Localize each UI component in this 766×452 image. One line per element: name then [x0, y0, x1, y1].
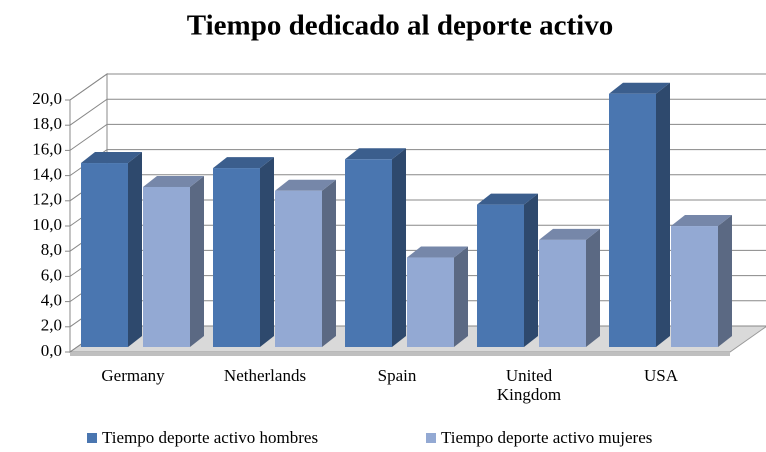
x-tick-label: USA — [643, 366, 679, 385]
grid-line — [69, 73, 766, 101]
bar-side — [454, 246, 468, 347]
bar-side — [190, 175, 204, 347]
y-tick-label: 18,0 — [32, 114, 62, 133]
bar-front — [539, 239, 586, 347]
legend-swatch — [87, 433, 97, 443]
y-tick-label: 8,0 — [41, 240, 62, 259]
grid-line — [69, 98, 766, 126]
chart-title: Tiempo dedicado al deporte activo — [187, 10, 613, 42]
bar-front — [407, 257, 454, 347]
bar — [275, 179, 336, 347]
y-tick-label: 10,0 — [32, 215, 62, 234]
bar-top — [275, 179, 336, 191]
x-tick-label: Netherlands — [223, 366, 307, 385]
bar — [609, 82, 670, 348]
bar-front — [671, 226, 718, 347]
bar — [143, 175, 204, 347]
bar-side — [656, 82, 670, 348]
bar-top — [477, 193, 538, 205]
bar — [477, 193, 538, 347]
bar-top — [407, 246, 468, 258]
x-tick-label: Germany — [101, 366, 165, 385]
bar-side — [524, 193, 538, 347]
bar-side — [260, 157, 274, 347]
y-tick-label: 14,0 — [32, 165, 62, 184]
bar — [345, 148, 406, 347]
bar — [407, 246, 468, 347]
bar-top — [345, 148, 406, 160]
bar — [213, 157, 274, 347]
bar-side — [392, 148, 406, 347]
legend-label: Tiempo deporte activo mujeres — [441, 428, 652, 447]
bar-front — [213, 168, 260, 347]
y-tick-label: 20,0 — [32, 89, 62, 108]
bar-front — [477, 204, 524, 347]
y-tick-label: 16,0 — [32, 139, 62, 158]
bar-top — [81, 152, 142, 164]
bar — [671, 215, 732, 347]
bar-side — [322, 179, 336, 347]
x-tick-label: Spain — [377, 366, 417, 385]
x-tick-label: United Kingdom — [496, 366, 562, 404]
bar-top — [143, 175, 204, 187]
y-tick-label: 2,0 — [41, 316, 62, 335]
bar — [81, 152, 142, 347]
bar-front — [609, 93, 656, 348]
bar-side — [128, 152, 142, 347]
bar-top — [213, 157, 274, 169]
legend-label: Tiempo deporte activo hombres — [102, 428, 318, 447]
legend-swatch — [426, 433, 436, 443]
bar-side — [586, 228, 600, 347]
floor-edge — [70, 352, 730, 356]
y-tick-label: 6,0 — [41, 265, 62, 284]
bar-top — [609, 82, 670, 94]
bar-front — [143, 186, 190, 347]
bar — [539, 228, 600, 347]
bar-side — [718, 215, 732, 347]
y-tick-label: 0,0 — [41, 341, 62, 360]
bar-front — [81, 163, 128, 347]
grid-line — [69, 123, 766, 151]
bar-front — [345, 159, 392, 347]
bar-top — [671, 215, 732, 227]
bar-front — [275, 190, 322, 347]
bar-top — [539, 228, 600, 240]
y-tick-label: 12,0 — [32, 190, 62, 209]
y-tick-label: 4,0 — [41, 291, 62, 310]
